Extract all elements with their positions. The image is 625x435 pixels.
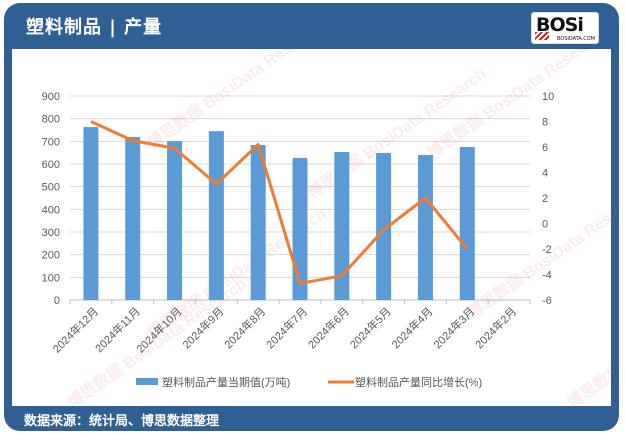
left-axis-tick: 900 — [42, 91, 60, 103]
right-axis-tick: 10 — [542, 91, 554, 103]
watermark: 博思数据 BosiData Research — [143, 49, 329, 152]
data-source: 数据来源：统计局、博思数据整理 — [24, 414, 220, 429]
bar — [292, 157, 308, 300]
x-axis-label: 2024年12月 — [50, 304, 101, 355]
chart-card: 塑料制品 | 产量 BOSi BOSIDATA.COM 0 100 200 300 40… — [4, 3, 619, 431]
legend-bar-swatch-icon — [136, 378, 158, 385]
left-axis-tick: 800 — [42, 114, 60, 126]
combo-chart: 0 100 200 300 400 500 600 700 800 900 -6 -4 -2 0 2 4 6 8 1… — [42, 14, 619, 412]
header-bar: 塑料制品 | 产量 BOSi BOSIDATA.COM — [4, 3, 619, 49]
footer-bar: 数据来源：统计局、博思数据整理 — [4, 406, 619, 431]
watermark: 博思数据 BosiData Research — [563, 274, 611, 406]
x-axis-label: 2024年7月 — [263, 304, 310, 351]
right-axis-tick: -2 — [542, 244, 552, 256]
x-axis-label: 2024年8月 — [221, 304, 268, 351]
watermark: 博思数据 BosiData Research — [463, 184, 611, 322]
chart-panel: 0 100 200 300 400 500 600 700 800 900 -6 -4 -2 0 2 4 6 8 1… — [12, 14, 619, 412]
x-axis-label: 2024年4月 — [388, 304, 435, 351]
bar — [376, 152, 392, 300]
legend-bar-label: 塑料制品产量当期值(万吨) — [162, 375, 290, 389]
x-axis-label: 2024年3月 — [430, 304, 477, 351]
logo-stripe-icon — [535, 32, 549, 40]
right-axis-tick: -6 — [542, 295, 552, 307]
bosi-logo: BOSi BOSIDATA.COM — [531, 12, 599, 44]
bar — [125, 137, 141, 300]
bar — [167, 141, 183, 300]
left-axis-tick: 700 — [42, 136, 60, 148]
left-axis-tick: 500 — [42, 182, 60, 194]
legend-line-label: 塑料制品产量同比增长(%) — [355, 375, 482, 389]
right-axis-tick: 6 — [542, 142, 548, 154]
right-axis-tick: 4 — [542, 168, 548, 180]
bar — [83, 127, 99, 300]
left-axis-tick: 0 — [54, 295, 60, 307]
right-axis-tick: 0 — [542, 219, 548, 231]
bar — [459, 147, 475, 300]
bar — [208, 131, 224, 300]
left-axis-tick: 100 — [42, 272, 60, 284]
right-axis-tick: 2 — [542, 193, 548, 205]
left-axis-tick: 600 — [42, 159, 60, 171]
x-axis-label: 2024年6月 — [305, 304, 352, 351]
left-axis-tick: 200 — [42, 250, 60, 262]
bar — [334, 151, 350, 300]
left-axis-tick: 400 — [42, 204, 60, 216]
right-axis-tick: -4 — [542, 270, 552, 282]
growth-line — [90, 120, 469, 285]
bar — [417, 154, 433, 300]
bar — [250, 144, 266, 300]
x-axis-label: 2024年5月 — [347, 304, 394, 351]
page-title: 塑料制品 | 产量 — [26, 17, 163, 38]
left-axis-tick: 300 — [42, 227, 60, 239]
right-axis-tick: 8 — [542, 117, 548, 129]
logo-subtext: BOSIDATA.COM — [556, 36, 595, 42]
logo-text: BOSi — [536, 14, 584, 36]
